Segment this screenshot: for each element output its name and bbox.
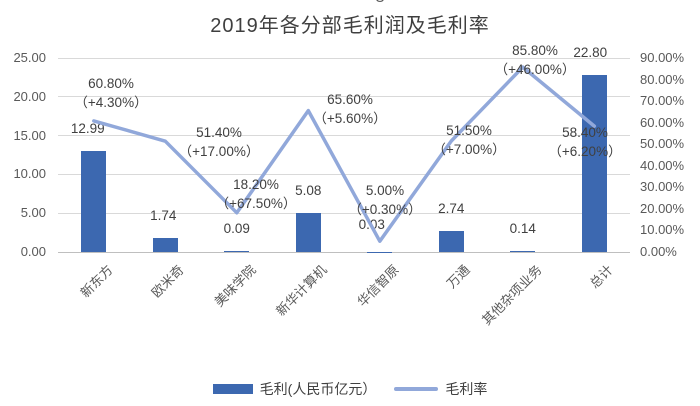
primary-axis-tick-label: 10.00 [13, 166, 46, 182]
bar-value-label: 12.99 [70, 121, 105, 137]
bar-value-label: 0.14 [509, 220, 536, 236]
secondary-axis-tick-label: 60.00% [640, 114, 685, 130]
figure-number-text: 8 [366, 0, 394, 6]
gross-margin-value: 51.40% [196, 125, 242, 140]
line-point-label: 85.80% （+46.00%） [473, 41, 597, 79]
gross-margin-yoy-change: （+67.50%） [215, 196, 297, 211]
gross-margin-value: 18.20% [233, 177, 279, 192]
secondary-axis-tick-label: 40.00% [640, 157, 685, 173]
secondary-axis-tick-label: 90.00% [640, 50, 685, 65]
primary-axis-tick-label: 0.00 [20, 244, 46, 259]
primary-axis-tick-label: 20.00 [13, 88, 46, 104]
gross-margin-yoy-change: （+46.00%） [494, 62, 576, 77]
primary-axis-tick-label: 5.00 [20, 205, 46, 221]
gross-margin-line [92, 65, 597, 243]
gross-profit-bar [581, 75, 607, 252]
line-point-label: 5.00% （+0.30%） [323, 181, 447, 219]
x-axis-category-label: 其他杂项业务 [478, 262, 545, 328]
gridline [58, 57, 630, 59]
x-axis-category-label: 万通 [443, 262, 473, 292]
x-axis-category-label: 欧米奇 [148, 262, 187, 301]
line-point-label: 60.80% （+4.30%） [49, 74, 173, 112]
gross-profit-bar [295, 212, 321, 252]
gross-profit-bar [152, 238, 178, 252]
bar-value-label: 22.80 [573, 45, 608, 61]
legend-item-gross-margin: 毛利率 [394, 379, 487, 399]
secondary-axis-tick-label: 50.00% [640, 136, 685, 152]
line-point-label: 51.40% （+17.00%） [157, 123, 281, 161]
gross-margin-yoy-change: （+4.30%） [74, 95, 148, 110]
gross-margin-line-layer [92, 65, 597, 243]
x-axis-category-label: 新东方 [77, 262, 116, 301]
bar-value-label: 2.74 [438, 200, 465, 216]
gross-margin-value: 5.00% [365, 183, 405, 198]
x-axis-category-label: 美味学院 [211, 262, 259, 310]
line-series-swatch [394, 387, 439, 391]
bar-value-label: 5.08 [295, 182, 322, 198]
gross-profit-bar [224, 251, 250, 252]
line-point-label: 65.60% （+5.60%） [288, 90, 412, 128]
chart-title: 2019年各分部毛利润及毛利率 [210, 15, 490, 37]
bar-value-label: 0.09 [223, 221, 250, 237]
legend-label-gross-profit: 毛利(人民币亿元） [259, 381, 377, 397]
x-axis-category-label: 总计 [586, 262, 616, 292]
bar-series-swatch [212, 384, 253, 394]
secondary-axis-tick-label: 10.00% [640, 222, 685, 238]
secondary-axis-tick-label: 70.00% [640, 93, 685, 109]
gross-profit-bar [438, 230, 464, 252]
cropped-figure-number: 8 [366, 0, 394, 6]
gross-margin-value: 51.50% [446, 123, 492, 138]
gross-margin-value: 65.60% [327, 92, 373, 107]
gross-margin-value: 58.40% [562, 125, 608, 140]
line-point-label: 58.40% （+6.20%） [523, 123, 647, 161]
line-point-label: 18.20% （+67.50%） [194, 175, 318, 213]
gross-margin-yoy-change: （+5.60%） [313, 111, 387, 126]
gridline [58, 96, 630, 98]
gross-margin-value: 85.80% [512, 43, 558, 58]
primary-axis-tick-label: 25.00 [13, 50, 46, 65]
gross-margin-yoy-change: （+17.00%） [178, 144, 260, 159]
x-axis-line [58, 251, 630, 253]
gross-margin-yoy-change: （+6.20%） [548, 144, 622, 159]
secondary-axis-tick-label: 80.00% [640, 71, 685, 87]
gridline [58, 135, 630, 137]
chart-legend: 毛利(人民币亿元） 毛利率 [0, 379, 700, 399]
gridline [58, 212, 630, 214]
legend-item-gross-profit: 毛利(人民币亿元） [212, 379, 377, 399]
legend-label-gross-margin: 毛利率 [445, 381, 488, 397]
gross-margin-value: 60.80% [88, 76, 134, 91]
gross-margin-yoy-change: （+7.00%） [432, 142, 506, 157]
gross-margin-yoy-change: （+0.30%） [348, 202, 422, 217]
secondary-axis-tick-label: 0.00% [640, 244, 677, 259]
primary-axis-tick-label: 15.00 [13, 127, 46, 143]
gross-profit-bar [510, 250, 536, 252]
x-axis-category-label: 新华计算机 [273, 262, 330, 319]
bar-value-label: 1.74 [150, 208, 177, 224]
x-axis-category-label: 华信智原 [354, 262, 402, 310]
line-point-label: 51.50% （+7.00%） [407, 121, 531, 159]
gross-profit-bar [81, 151, 107, 252]
secondary-axis-tick-label: 30.00% [640, 179, 685, 195]
secondary-axis-tick-label: 20.00% [640, 200, 685, 216]
